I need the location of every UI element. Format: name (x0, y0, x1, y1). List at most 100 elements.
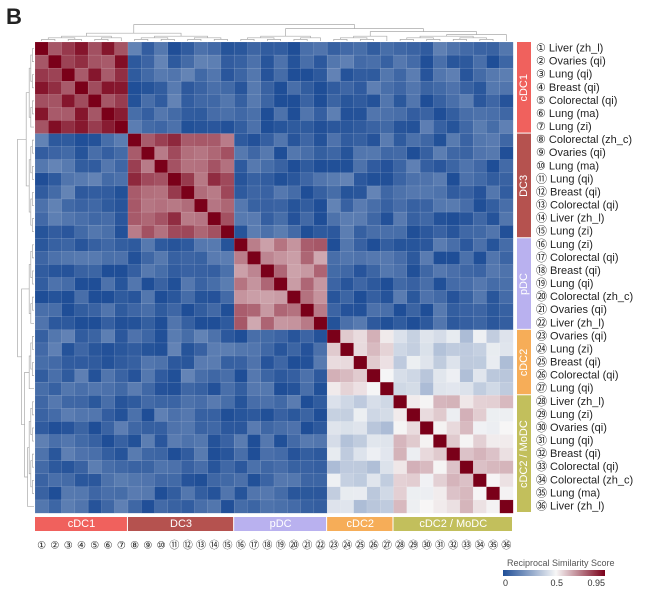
heatmap-cell (313, 408, 328, 422)
heatmap-cell (114, 447, 129, 462)
heatmap-cell (472, 499, 487, 514)
heatmap-cell (194, 434, 209, 448)
heatmap-cell (260, 473, 275, 488)
heatmap-cell (180, 329, 195, 344)
heatmap-cell (313, 172, 328, 187)
heatmap-cell (61, 368, 76, 383)
heatmap-cell (340, 329, 355, 344)
heatmap-cell (207, 355, 222, 370)
heatmap-cell (366, 81, 381, 95)
heatmap-cell (326, 486, 341, 501)
heatmap-cell (380, 264, 394, 278)
heatmap-cell (393, 172, 408, 187)
row-dendrogram-branch (32, 479, 34, 494)
legend-gradient-bar (503, 570, 605, 576)
heatmap-cell (433, 264, 448, 278)
heatmap-cell (154, 146, 169, 161)
heatmap-cell (101, 499, 116, 514)
heatmap-cell (326, 211, 341, 226)
heatmap-cell (326, 381, 341, 396)
heatmap-cell (74, 264, 89, 278)
heatmap-cell (459, 434, 474, 448)
heatmap-cell (233, 381, 248, 396)
heatmap-cell (287, 107, 301, 121)
heatmap-cell (313, 368, 328, 383)
heatmap-cell (233, 54, 248, 69)
heatmap-cell (313, 81, 328, 95)
heatmap-cell (194, 303, 209, 318)
heatmap-cell (167, 67, 182, 82)
heatmap-cell (87, 120, 102, 134)
heatmap-cell (127, 198, 142, 213)
heatmap-cell (380, 94, 394, 108)
heatmap-cell (220, 447, 235, 462)
heatmap-cell (353, 94, 368, 108)
column-group-bar (234, 517, 327, 531)
heatmap-cell (406, 486, 421, 501)
heatmap-cell (260, 499, 275, 514)
heatmap-cell (127, 316, 142, 331)
heatmap-cell (353, 277, 368, 291)
heatmap-cell (380, 41, 394, 56)
heatmap-cell (393, 342, 408, 357)
heatmap-cell (48, 120, 62, 134)
heatmap-cell (154, 329, 169, 344)
heatmap-cell (154, 159, 169, 174)
heatmap-cell (459, 473, 474, 488)
heatmap-cell (101, 486, 116, 501)
heatmap-cell (101, 355, 116, 370)
heatmap-cell (220, 94, 235, 108)
heatmap-cell (313, 342, 328, 357)
heatmap-cell (326, 264, 341, 278)
heatmap-cell (340, 159, 355, 174)
row-dendrogram-branch (32, 74, 34, 89)
heatmap-cell (74, 408, 89, 422)
heatmap-cell (114, 81, 129, 95)
heatmap-cell (194, 54, 209, 69)
heatmap-cell (101, 277, 116, 291)
heatmap-cell (499, 355, 514, 370)
heatmap-cell (353, 264, 368, 278)
heatmap-cell (419, 473, 434, 488)
heatmap-cell (459, 460, 474, 475)
heatmap-cell (180, 41, 195, 56)
heatmap-cell (141, 381, 155, 396)
heatmap-cell (313, 264, 328, 278)
heatmap-cell (61, 81, 76, 95)
heatmap-cell (499, 238, 514, 252)
heatmap-cell (127, 94, 142, 108)
heatmap-cell (340, 381, 355, 396)
heatmap-cell (194, 460, 209, 475)
heatmap-cell (141, 146, 155, 161)
heatmap-cell (446, 185, 461, 200)
heatmap-cell (340, 133, 355, 148)
heatmap-cell (366, 395, 381, 409)
heatmap-cell (433, 395, 448, 409)
heatmap-cell (207, 251, 222, 265)
heatmap-cell (114, 133, 129, 148)
heatmap-cell (114, 329, 129, 344)
heatmap-cell (207, 303, 222, 318)
heatmap-cell (207, 421, 222, 435)
heatmap-cell (48, 54, 62, 69)
heatmap-cell (87, 342, 102, 357)
heatmap-cell (207, 368, 222, 383)
heatmap-cell (114, 277, 129, 291)
heatmap-cell (207, 447, 222, 462)
heatmap-cell (61, 499, 76, 514)
heatmap-cell (273, 238, 288, 252)
heatmap-cell (220, 67, 235, 82)
heatmap-cell (101, 81, 116, 95)
heatmap-cell (366, 290, 381, 305)
heatmap-cell (486, 381, 501, 396)
heatmap-cell (74, 67, 89, 82)
heatmap-cell (380, 185, 394, 200)
heatmap-cell (167, 146, 182, 161)
heatmap-cell (433, 224, 448, 239)
heatmap-cell (87, 316, 102, 331)
heatmap-cell (366, 447, 381, 462)
heatmap-cell (486, 211, 501, 226)
heatmap-cell (207, 264, 222, 278)
heatmap-cell (380, 251, 394, 265)
row-dendrogram-branch (32, 192, 34, 206)
